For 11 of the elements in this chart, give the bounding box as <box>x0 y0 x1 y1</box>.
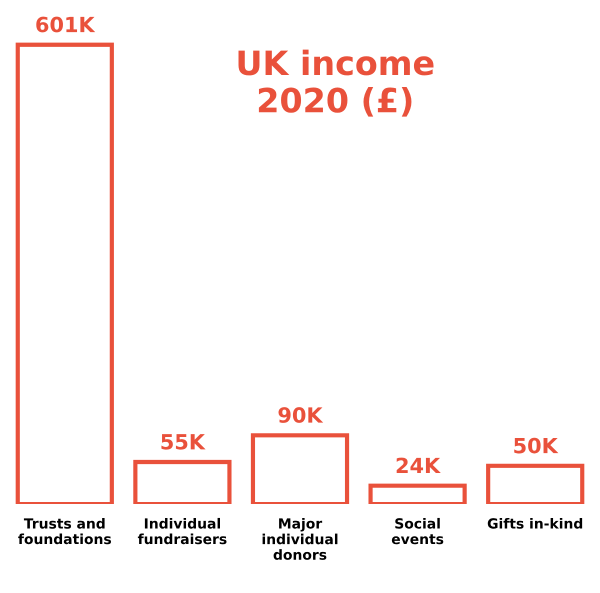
data-label: 90K <box>278 407 324 423</box>
x-tick-label: Major individual donors <box>262 518 338 560</box>
data-label: 50K <box>514 438 558 454</box>
x-tick-label: Social events <box>392 518 444 544</box>
x-tick-label: Trusts and foundations <box>18 518 112 544</box>
data-label: 24K <box>396 458 441 474</box>
text: UK income 2020 (£) <box>238 50 434 117</box>
data-label: 55K <box>161 434 206 450</box>
data-label: 601K <box>36 16 96 32</box>
x-tick-label: Gifts in-kind <box>488 518 582 529</box>
x-tick-label: Individual fundraisers <box>138 518 227 544</box>
